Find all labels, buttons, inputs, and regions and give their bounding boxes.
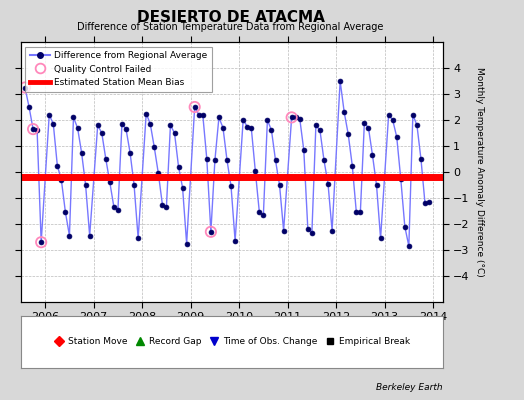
Text: DESIERTO DE ATACMA: DESIERTO DE ATACMA xyxy=(137,10,324,25)
Legend: Difference from Regional Average, Quality Control Failed, Estimated Station Mean: Difference from Regional Average, Qualit… xyxy=(26,46,212,92)
Point xyxy=(288,114,296,121)
Point xyxy=(191,104,199,110)
Y-axis label: Monthly Temperature Anomaly Difference (°C): Monthly Temperature Anomaly Difference (… xyxy=(475,67,484,277)
Point xyxy=(21,84,29,91)
Point xyxy=(206,229,215,235)
Legend: Station Move, Record Gap, Time of Obs. Change, Empirical Break: Station Move, Record Gap, Time of Obs. C… xyxy=(51,335,413,349)
Point xyxy=(29,126,37,132)
Point xyxy=(37,239,46,245)
Text: Difference of Station Temperature Data from Regional Average: Difference of Station Temperature Data f… xyxy=(78,22,384,32)
Text: Berkeley Earth: Berkeley Earth xyxy=(376,383,443,392)
